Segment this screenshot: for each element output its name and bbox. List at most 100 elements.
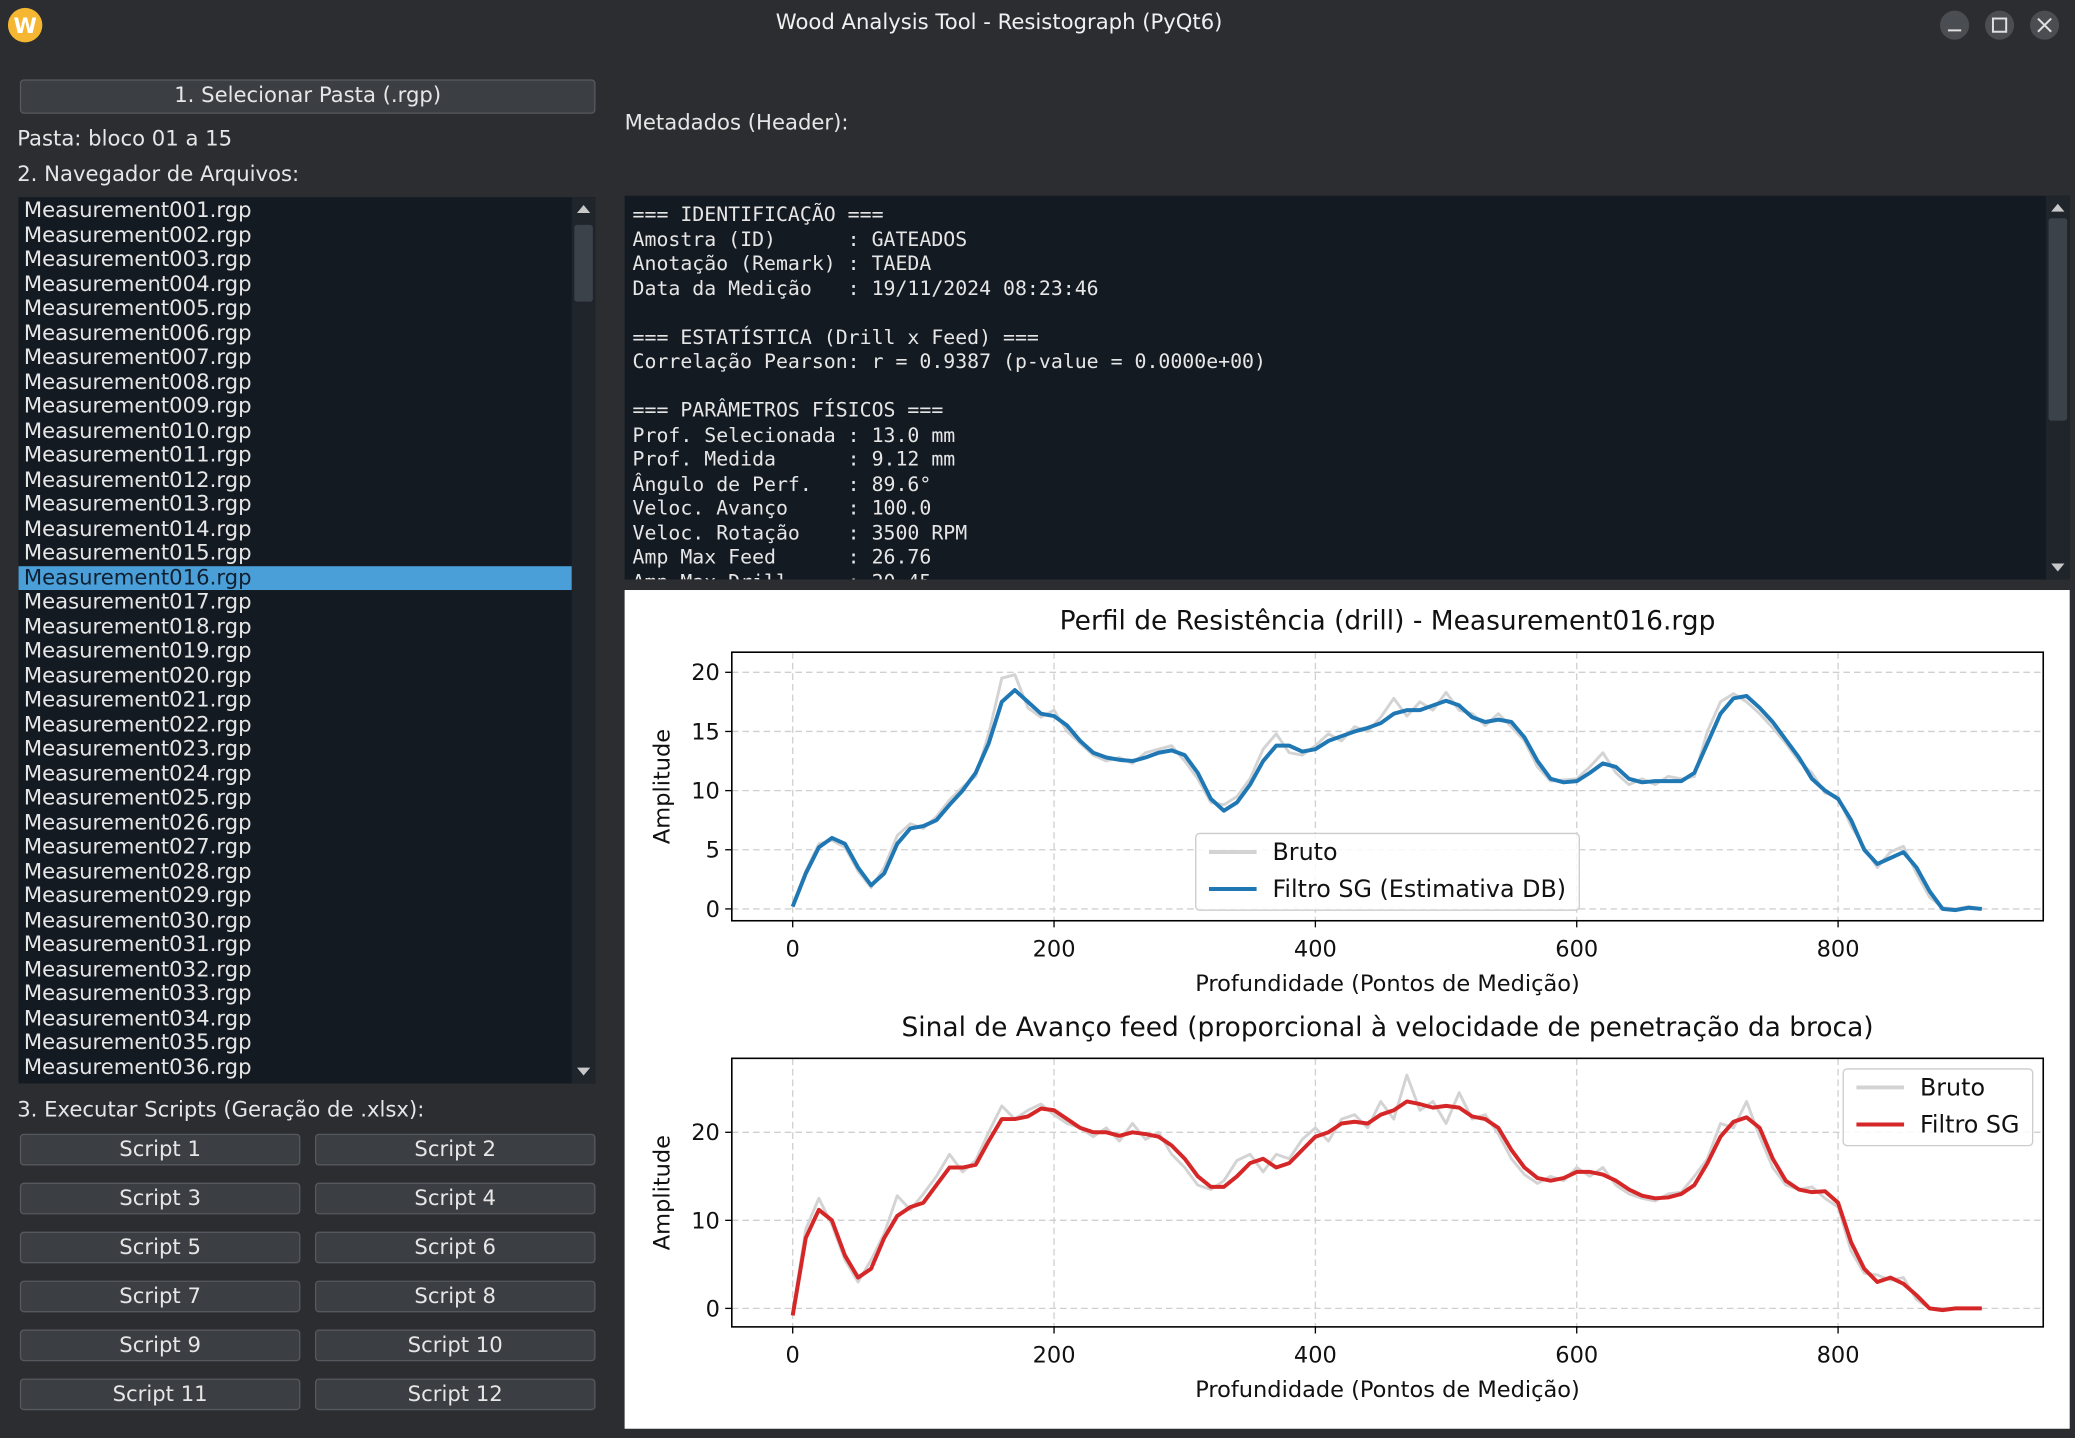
- script-button[interactable]: Script 7: [19, 1280, 301, 1313]
- script-button[interactable]: Script 4: [314, 1182, 596, 1215]
- script-button[interactable]: Script 6: [314, 1231, 596, 1264]
- file-item[interactable]: Measurement032.rgp: [23, 955, 252, 981]
- series-line: [790, 688, 1983, 913]
- file-item[interactable]: Measurement035.rgp: [23, 1029, 252, 1055]
- file-item[interactable]: Measurement031.rgp: [23, 931, 252, 957]
- script-button[interactable]: Script 11: [19, 1378, 301, 1411]
- y-axis-label: Amplitude: [650, 729, 676, 844]
- scroll-thumb[interactable]: [574, 224, 593, 302]
- file-item[interactable]: Measurement016.rgp: [18, 565, 572, 591]
- file-item[interactable]: Measurement020.rgp: [23, 662, 252, 688]
- chart-canvas: Perfil de Resistência (drill) - Measurem…: [624, 590, 2070, 1429]
- y-tick-label: 10: [691, 1208, 720, 1234]
- file-item[interactable]: Measurement018.rgp: [23, 613, 252, 639]
- metadata-text[interactable]: === IDENTIFICAÇÃO === Amostra (ID) : GATE…: [624, 195, 2070, 580]
- legend: Bruto Filtro SG (Estimativa DB): [1195, 832, 1580, 911]
- metadata-line: Veloc. Rotação : 3500 RPM: [632, 520, 968, 545]
- metadata-line: Anotação (Remark) : TAEDA: [632, 251, 932, 276]
- legend-label: Filtro SG (Estimativa DB): [1272, 875, 1566, 903]
- chart-title: Perfil de Resistência (drill) - Measurem…: [1060, 606, 1716, 637]
- file-item[interactable]: Measurement008.rgp: [23, 368, 252, 394]
- file-item[interactable]: Measurement004.rgp: [23, 270, 252, 296]
- x-tick-label: 200: [1033, 1343, 1076, 1369]
- scroll-arrows: [2051, 203, 2065, 572]
- y-tick-label: 15: [691, 719, 720, 745]
- file-item[interactable]: Measurement028.rgp: [23, 857, 252, 884]
- metadata-line: Data da Medição : 19/11/2024 08:23:46: [632, 275, 1099, 300]
- file-item[interactable]: Measurement013.rgp: [23, 490, 252, 516]
- script-button[interactable]: Script 8: [314, 1280, 596, 1313]
- scrollbar[interactable]: [2045, 195, 2070, 580]
- file-item[interactable]: Measurement029.rgp: [23, 882, 252, 908]
- file-item[interactable]: Measurement023.rgp: [23, 735, 252, 761]
- x-tick-label: 0: [786, 936, 800, 962]
- file-item[interactable]: Measurement034.rgp: [23, 1004, 252, 1030]
- x-tick-label: 600: [1555, 1343, 1598, 1369]
- file-item[interactable]: Measurement024.rgp: [23, 760, 252, 786]
- minimize-button[interactable]: [1940, 10, 1970, 40]
- x-tick-label: 400: [1294, 1343, 1337, 1369]
- metadata-line: === IDENTIFICAÇÃO ===: [632, 202, 884, 227]
- script-button[interactable]: Script 10: [314, 1329, 596, 1362]
- file-item[interactable]: Measurement003.rgp: [23, 246, 252, 272]
- file-item[interactable]: Measurement006.rgp: [23, 319, 252, 345]
- file-item[interactable]: Measurement011.rgp: [23, 441, 252, 467]
- file-item[interactable]: Measurement015.rgp: [23, 539, 252, 565]
- scrollbar[interactable]: [571, 197, 596, 1084]
- file-item[interactable]: Measurement022.rgp: [23, 711, 252, 737]
- metadata-line: Prof. Medida : 9.12 mm: [632, 447, 956, 471]
- file-item[interactable]: Measurement001.rgp: [23, 197, 252, 223]
- script-button[interactable]: Script 9: [19, 1329, 301, 1362]
- chart-title: Sinal de Avanço feed (proporcional à vel…: [901, 1012, 1873, 1043]
- file-item[interactable]: Measurement014.rgp: [23, 515, 252, 541]
- maximize-button[interactable]: [1985, 10, 2015, 40]
- script-button[interactable]: Script 12: [314, 1378, 596, 1411]
- y-tick-label: 0: [706, 897, 720, 923]
- file-item[interactable]: Measurement021.rgp: [23, 686, 252, 712]
- scroll-thumb[interactable]: [2048, 218, 2068, 421]
- x-axis-label: Profundidade (Pontos de Medição): [1195, 1377, 1580, 1403]
- window-title: Wood Analysis Tool - Resistograph (PyQt6…: [776, 9, 1223, 34]
- select-folder-button[interactable]: 1. Selecionar Pasta (.rgp): [19, 79, 596, 114]
- file-item[interactable]: Measurement002.rgp: [23, 221, 252, 247]
- file-item[interactable]: Measurement026.rgp: [23, 808, 252, 835]
- file-item[interactable]: Measurement033.rgp: [23, 980, 252, 1006]
- file-item[interactable]: Measurement036.rgp: [23, 1053, 252, 1079]
- scripts-label: 3. Executar Scripts (Geração de .xlsx):: [17, 1096, 425, 1122]
- metadata-line: Ângulo de Perf. : 89.6°: [632, 471, 932, 496]
- file-item[interactable]: Measurement009.rgp: [23, 392, 252, 419]
- x-tick-label: 0: [786, 1343, 800, 1369]
- script-button[interactable]: Script 5: [19, 1231, 301, 1264]
- legend: Bruto Filtro SG: [1842, 1068, 2034, 1147]
- script-button[interactable]: Script 1: [19, 1133, 301, 1166]
- metadata-line: Veloc. Avanço : 100.0: [632, 496, 932, 520]
- file-item[interactable]: Measurement007.rgp: [23, 343, 252, 370]
- legend-label: Bruto: [1272, 838, 1337, 866]
- y-tick-label: 20: [691, 660, 720, 686]
- file-item[interactable]: Measurement030.rgp: [23, 906, 252, 932]
- y-tick-label: 20: [691, 1120, 720, 1146]
- script-button[interactable]: Script 3: [19, 1182, 301, 1215]
- file-item[interactable]: Measurement010.rgp: [23, 417, 252, 443]
- plot-frame: [731, 1057, 2045, 1328]
- metadata-label: Metadados (Header):: [624, 109, 849, 135]
- file-item[interactable]: Measurement012.rgp: [23, 466, 252, 492]
- x-tick-label: 200: [1033, 936, 1076, 962]
- file-item[interactable]: Measurement005.rgp: [23, 295, 252, 321]
- plot-frame: [731, 651, 2045, 922]
- file-item[interactable]: Measurement019.rgp: [23, 637, 252, 663]
- metadata-line: === PARÂMETROS FÍSICOS ===: [632, 398, 944, 423]
- file-item[interactable]: Measurement027.rgp: [23, 833, 252, 859]
- script-button[interactable]: Script 2: [314, 1133, 596, 1166]
- series-line: [791, 673, 1983, 911]
- x-tick-label: 800: [1817, 936, 1860, 962]
- file-list[interactable]: Measurement001.rgp Measurement002.rgp Meas…: [18, 197, 596, 1084]
- metadata-line: Amostra (ID) : GATEADOS: [632, 226, 968, 251]
- app-icon-glyph: W: [13, 13, 36, 38]
- legend-label: Bruto: [1920, 1073, 1985, 1101]
- file-item[interactable]: Measurement025.rgp: [23, 784, 252, 810]
- file-item[interactable]: Measurement017.rgp: [23, 588, 252, 614]
- x-axis-label: Profundidade (Pontos de Medição): [1195, 971, 1580, 997]
- x-tick-label: 800: [1817, 1343, 1860, 1369]
- folder-label: Pasta: bloco 01 a 15: [17, 125, 233, 151]
